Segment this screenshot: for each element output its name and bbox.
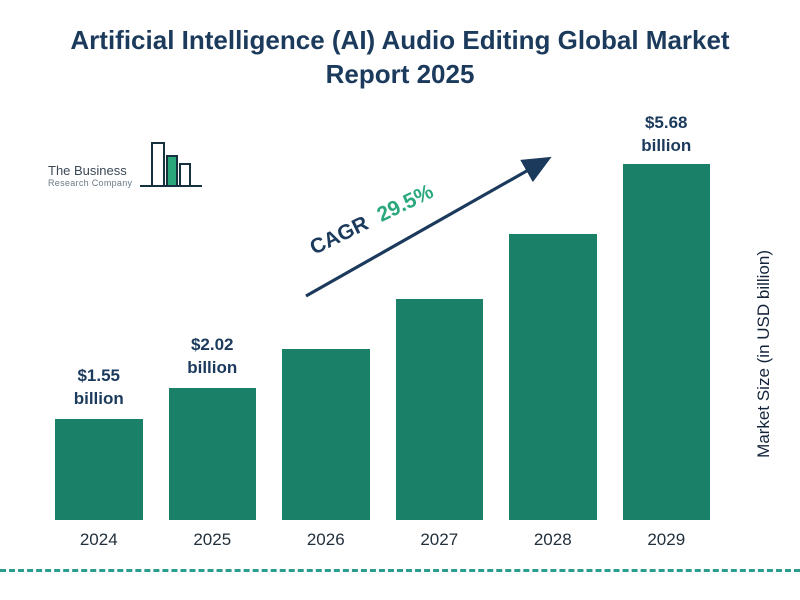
bar-2028 — [509, 234, 597, 520]
bar-value-label-2024: $1.55 billion — [73, 366, 124, 409]
company-logo-text: The Business Research Company — [48, 163, 132, 192]
bottom-dashed-divider — [0, 569, 800, 572]
growth-arrow — [305, 156, 552, 298]
bar-column-2028: 2028 — [509, 112, 597, 550]
bar-value-label-2029: $5.68 billion — [641, 113, 692, 155]
y-axis-label: Market Size (in USD billion) — [754, 250, 773, 458]
x-tick-2024: 2024 — [79, 530, 118, 549]
bar-2026 — [282, 349, 370, 520]
bar-chart: $1.55 billion 2024 $2.02 billion 2025 2026 2027… — [55, 112, 710, 550]
x-tick-2026: 2026 — [306, 530, 345, 549]
bar-2027 — [395, 299, 483, 520]
x-tick-2027: 2027 — [420, 530, 459, 549]
bar-value-label-2025: $2.02 billion — [187, 335, 238, 378]
x-tick-2029: 2029 — [647, 530, 686, 549]
bar-2024 — [55, 419, 143, 520]
company-name-line1: The Business — [48, 163, 127, 178]
bar-column-2024: $1.55 billion 2024 — [55, 112, 143, 550]
company-name-line2: Research Company — [48, 178, 133, 188]
bar-chart-logo-icon — [140, 142, 203, 187]
x-tick-2025: 2025 — [193, 530, 232, 549]
bar-2025 — [168, 388, 256, 520]
bar-2029 — [622, 164, 710, 520]
page-title: Artificial Intelligence (AI) Audio Editi… — [70, 25, 730, 89]
company-logo: The Business Research Company — [48, 140, 203, 192]
bar-column-2025: $2.02 billion 2025 — [168, 112, 256, 550]
bar-column-2026: 2026 — [282, 112, 370, 550]
bar-column-2027: 2027 — [395, 112, 483, 550]
x-tick-2028: 2028 — [533, 530, 572, 549]
bar-column-2029: $5.68 billion 2029 — [622, 112, 710, 550]
